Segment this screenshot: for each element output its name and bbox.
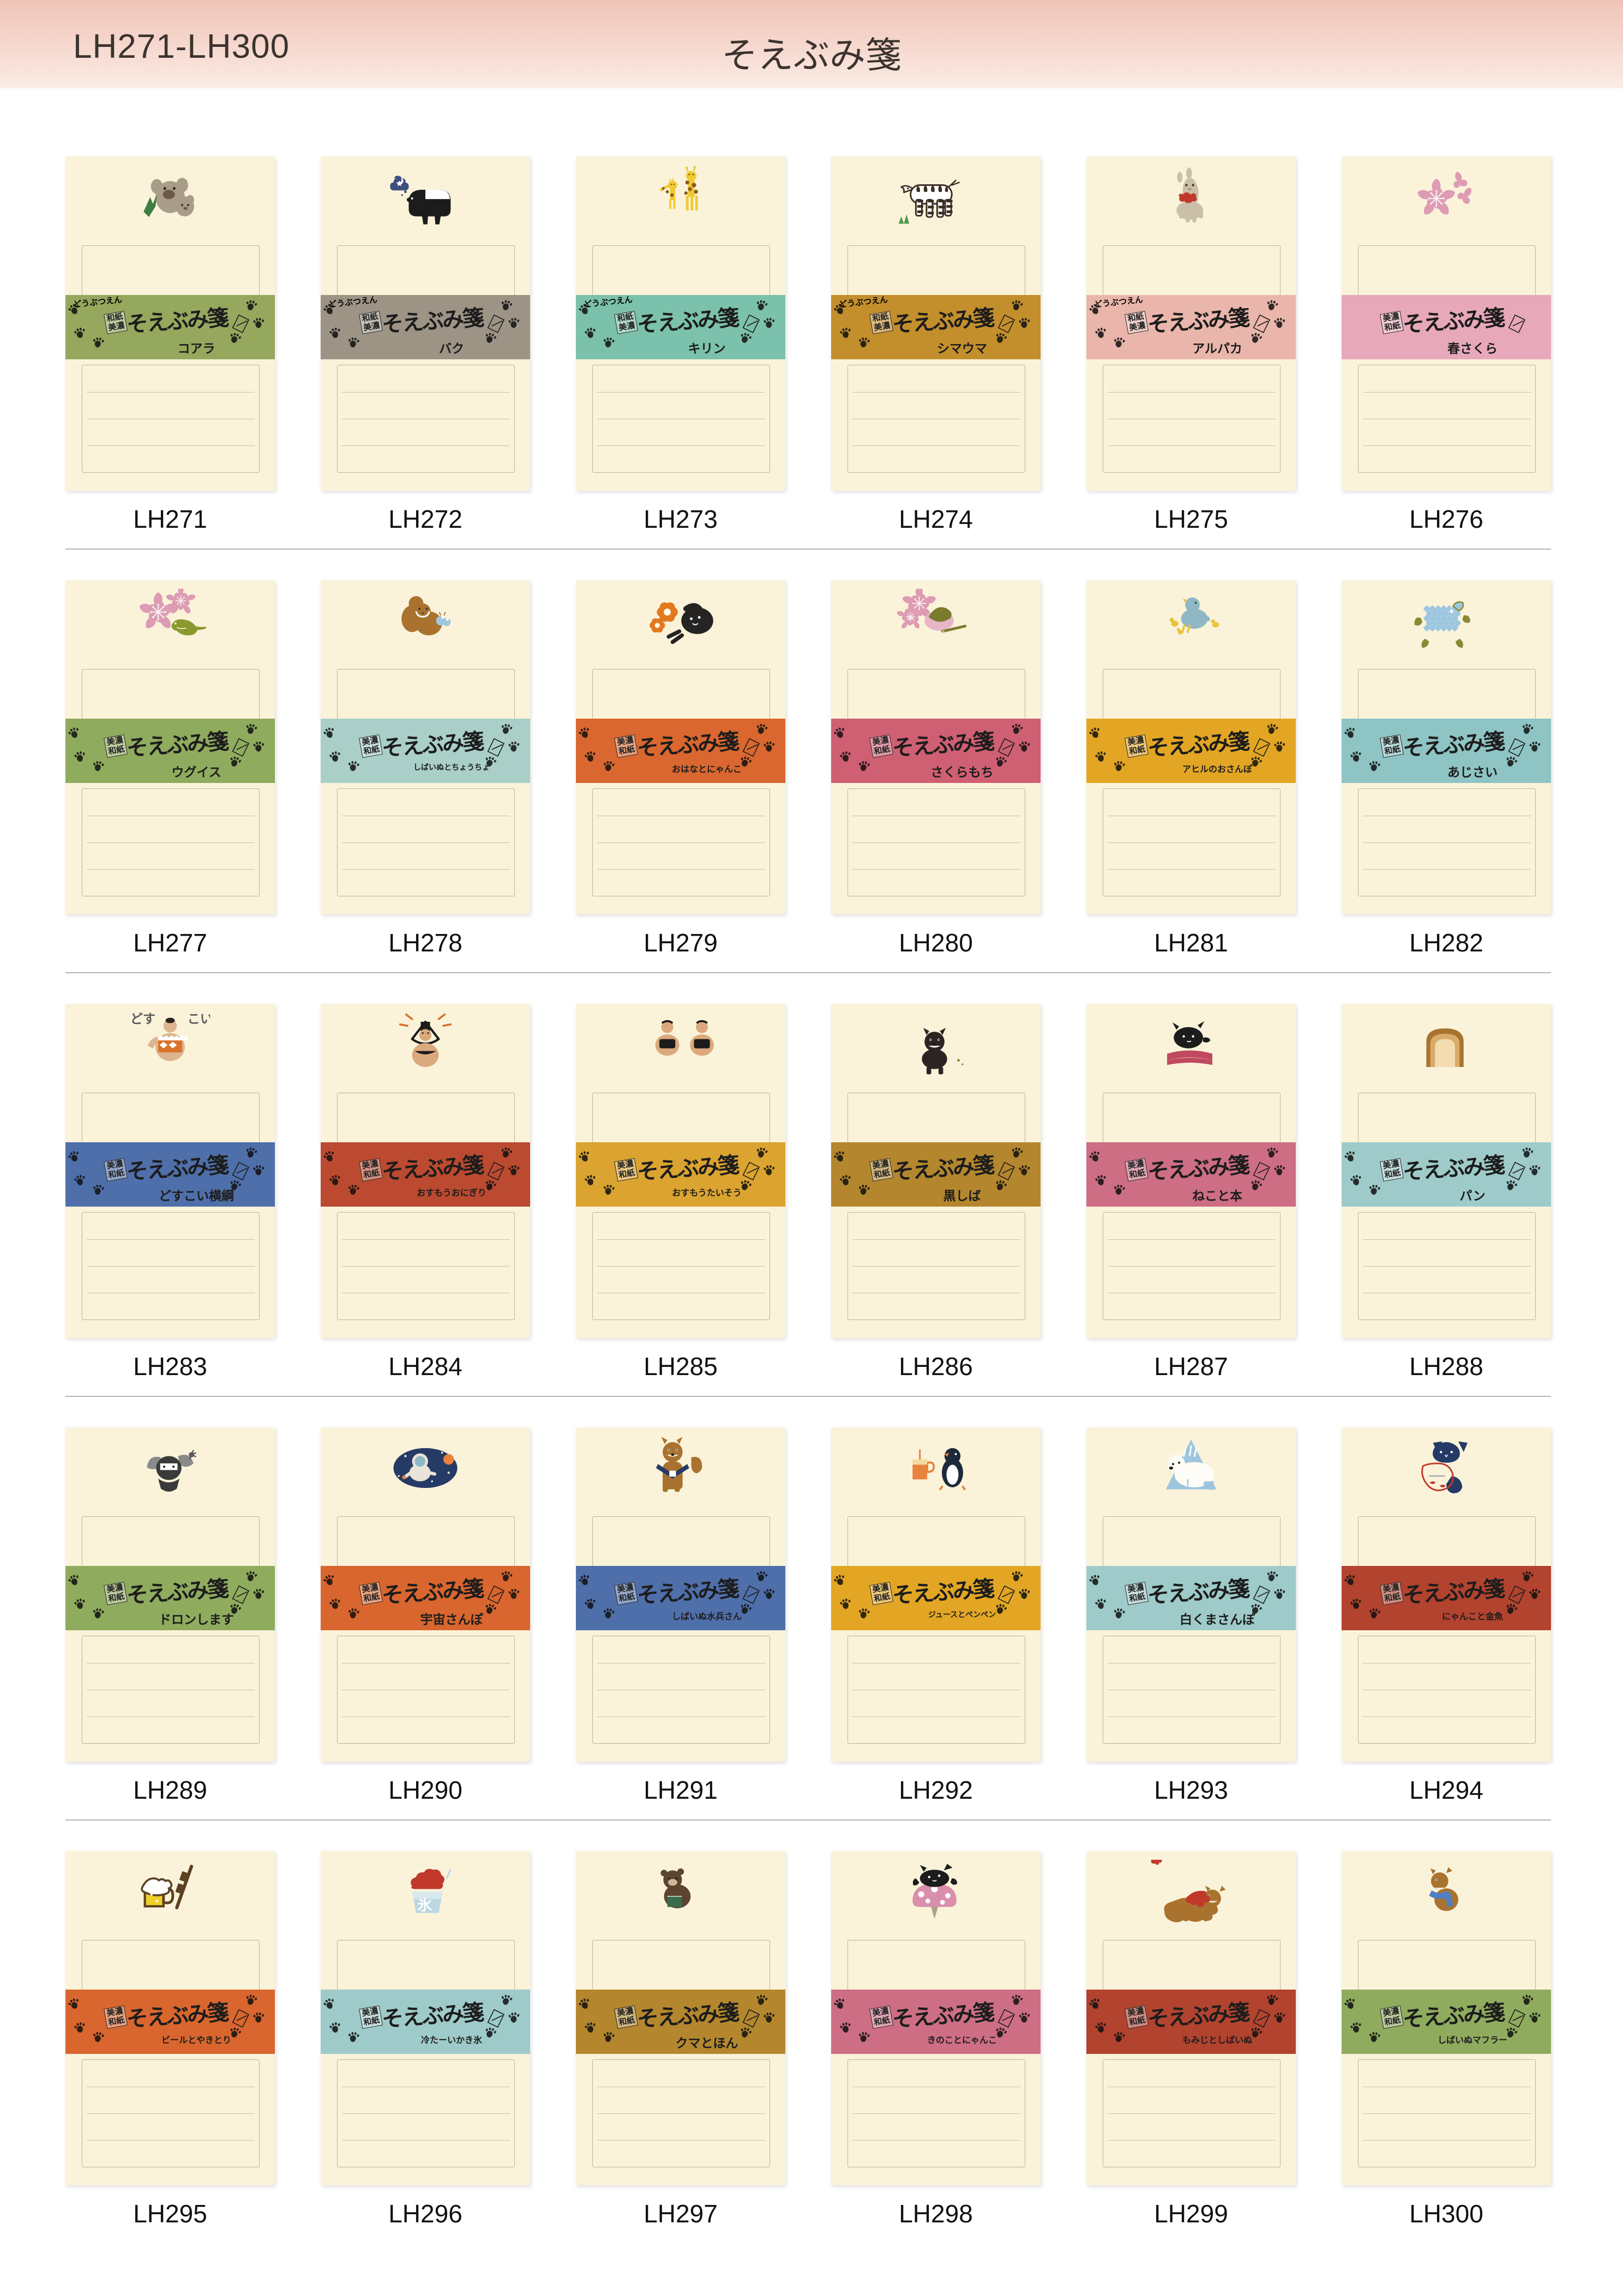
svg-text:こい: こい <box>188 1013 210 1026</box>
svg-text:どす: どす <box>130 1013 155 1026</box>
svg-text:氷: 氷 <box>417 1897 432 1914</box>
